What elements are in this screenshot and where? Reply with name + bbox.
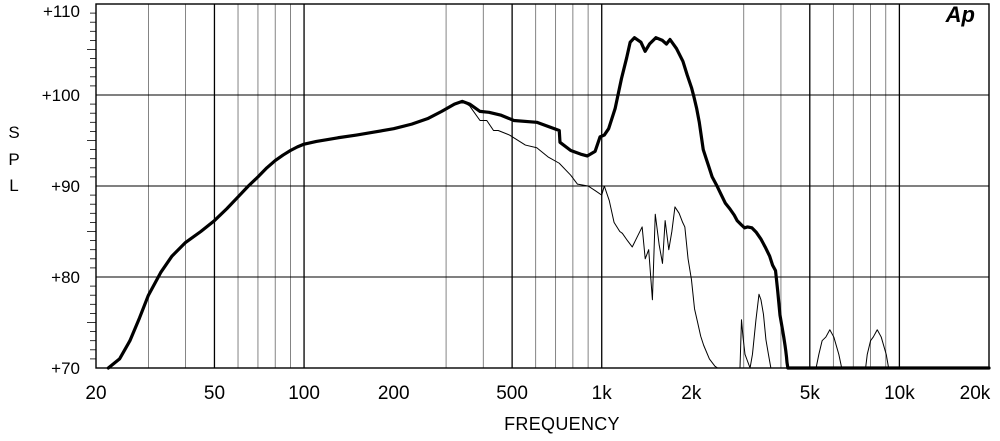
svg-text:L: L xyxy=(9,176,18,195)
svg-text:+90: +90 xyxy=(51,177,80,196)
svg-text:S: S xyxy=(8,123,19,142)
svg-text:100: 100 xyxy=(288,383,320,404)
svg-text:2k: 2k xyxy=(681,383,702,404)
svg-text:1k: 1k xyxy=(592,383,613,404)
svg-text:5k: 5k xyxy=(800,383,821,404)
svg-text:P: P xyxy=(8,150,19,169)
svg-text:+100: +100 xyxy=(42,86,80,105)
svg-text:200: 200 xyxy=(378,383,410,404)
svg-text:FREQUENCY: FREQUENCY xyxy=(504,414,620,434)
svg-text:+70: +70 xyxy=(51,359,80,378)
svg-text:500: 500 xyxy=(496,383,528,404)
svg-text:20: 20 xyxy=(85,383,106,404)
svg-text:Ap: Ap xyxy=(945,2,975,27)
svg-text:50: 50 xyxy=(204,383,225,404)
svg-text:+110: +110 xyxy=(43,2,80,21)
svg-text:20k: 20k xyxy=(960,383,991,404)
svg-text:+80: +80 xyxy=(51,268,80,287)
svg-text:10k: 10k xyxy=(884,383,915,404)
